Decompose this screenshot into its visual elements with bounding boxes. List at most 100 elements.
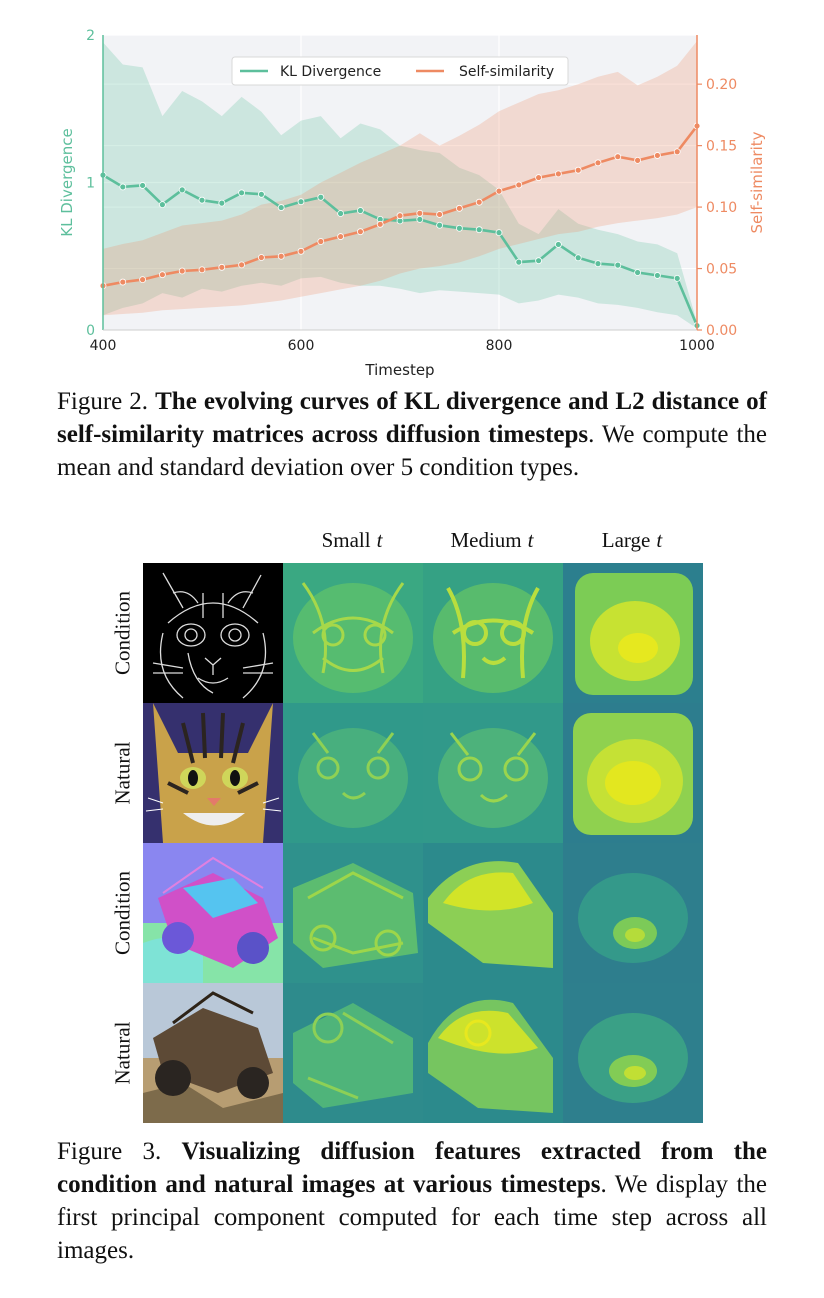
data-point-s1-11	[317, 238, 325, 245]
column-header-large: Large t	[601, 528, 663, 552]
row-label-3: Condition	[110, 870, 135, 956]
data-point-s0-27	[634, 269, 641, 276]
large-t-feature-map-4	[563, 983, 703, 1123]
data-point-s0-5	[198, 196, 206, 204]
small-t-feature-map-4	[283, 983, 423, 1123]
data-point-s1-16	[416, 209, 424, 217]
std-band-series-1	[103, 41, 697, 316]
data-point-s0-2	[139, 182, 147, 189]
y-right-tick-label-0: 0.00	[706, 323, 737, 339]
medium-t-feature-map-2	[423, 703, 563, 843]
data-point-s1-24	[574, 166, 582, 174]
data-point-s1-26	[614, 153, 622, 161]
data-point-s0-10	[297, 198, 305, 206]
large-t-feature-map-3	[563, 843, 703, 983]
caption-bold: The evolving curves of KL divergence and…	[57, 388, 767, 448]
data-point-s1-4	[178, 267, 186, 275]
large-t-feature-map-2	[563, 703, 703, 843]
data-point-s1-17	[436, 211, 444, 218]
data-point-s1-15	[396, 212, 404, 220]
data-point-s0-9	[277, 204, 285, 211]
data-point-s0-17	[436, 221, 444, 229]
figure-2-caption: Figure 2. The evolving curves of KL dive…	[57, 385, 767, 484]
small-t-feature-map-3	[283, 843, 423, 983]
row-label-1: Condition	[110, 590, 135, 676]
legend-box	[231, 56, 569, 86]
y-left-axis-label: KL Divergence	[58, 128, 76, 236]
small-t-feature-map-2	[283, 703, 423, 843]
data-point-s0-16	[416, 215, 424, 223]
cat-edge-condition-image	[143, 563, 283, 703]
data-point-s1-5	[198, 266, 206, 274]
row-label-4: Natural	[110, 1021, 135, 1085]
legend-label-self-similarity: Self-similarity	[459, 64, 554, 80]
data-point-s1-20	[495, 187, 503, 195]
std-band-series-0	[103, 42, 697, 329]
legend-label-kl: KL Divergence	[280, 64, 381, 80]
data-point-s1-27	[634, 156, 641, 164]
data-point-s1-22	[535, 174, 542, 181]
data-point-s0-29	[673, 274, 681, 282]
medium-t-feature-map-1	[423, 563, 563, 703]
jeep-normal-condition-image	[143, 843, 283, 983]
x-tick-label-0: 400	[90, 338, 117, 354]
data-point-s0-13	[356, 207, 364, 214]
caption-rest: . We display the first principal compone…	[57, 1171, 767, 1264]
data-point-s1-21	[515, 181, 523, 189]
data-point-s0-3	[158, 201, 166, 209]
data-point-s1-2	[139, 276, 147, 284]
data-point-s0-21	[515, 258, 523, 266]
data-point-s0-20	[495, 229, 503, 237]
data-point-s0-6	[218, 199, 226, 207]
y-left-tick-label-0: 0	[86, 323, 95, 339]
data-point-s0-24	[574, 254, 582, 262]
data-point-s0-11	[317, 193, 325, 201]
y-right-tick-label-1: 0.05	[706, 262, 737, 278]
data-point-s1-9	[277, 252, 285, 260]
data-point-s0-19	[475, 226, 483, 234]
data-point-s0-1	[119, 183, 127, 191]
data-point-s1-29	[673, 148, 681, 156]
y-right-tick-label-4: 0.20	[706, 77, 737, 93]
y-left-tick-label-1: 1	[86, 176, 95, 192]
x-axis-label: Timestep	[364, 361, 434, 379]
data-point-s0-28	[654, 272, 661, 279]
y-right-tick-label-2: 0.10	[706, 200, 737, 216]
data-point-s0-4	[178, 186, 186, 194]
data-point-s1-19	[475, 198, 483, 206]
data-point-s1-25	[594, 159, 602, 167]
data-point-s0-23	[555, 241, 562, 248]
data-point-s0-12	[337, 210, 345, 217]
data-point-s1-3	[158, 271, 166, 279]
medium-t-feature-map-4	[423, 983, 563, 1123]
data-point-s1-23	[555, 170, 562, 178]
data-point-s1-10	[297, 247, 305, 255]
data-point-s1-18	[455, 204, 463, 212]
data-point-s1-12	[337, 233, 345, 240]
data-point-s1-8	[257, 254, 265, 261]
large-t-feature-map-1	[563, 563, 703, 703]
x-tick-label-3: 1000	[679, 338, 715, 354]
data-point-s0-7	[238, 189, 246, 197]
x-tick-label-1: 600	[288, 338, 315, 354]
row-label-2: Natural	[110, 741, 135, 805]
jeep-natural-image	[143, 983, 283, 1123]
small-t-feature-map-1	[283, 563, 423, 703]
caption-rest: . We compute the mean and standard devia…	[57, 421, 767, 481]
data-point-s1-13	[356, 228, 364, 236]
data-point-s0-8	[257, 190, 265, 198]
x-tick-label-2: 800	[486, 338, 513, 354]
data-point-s1-1	[119, 278, 127, 286]
caption-prefix: Figure 3.	[57, 1138, 162, 1165]
data-point-s0-22	[535, 257, 542, 265]
cat-natural-image	[143, 703, 283, 843]
figure-3-caption: Figure 3. Visualizing diffusion features…	[57, 1135, 767, 1267]
data-point-s0-25	[594, 260, 602, 268]
y-right-tick-label-3: 0.15	[706, 139, 737, 155]
data-point-s1-28	[654, 152, 661, 159]
caption-bold: Visualizing diffusion features extracted…	[57, 1138, 767, 1198]
figure-2-chart: 400 600 800 1000 0 1 2 0.00 0.05 0.10 0.15 0.20 Time…	[58, 28, 766, 379]
data-point-s0-26	[614, 261, 622, 269]
data-point-s0-18	[455, 224, 463, 232]
caption-prefix: Figure 2.	[57, 388, 149, 415]
